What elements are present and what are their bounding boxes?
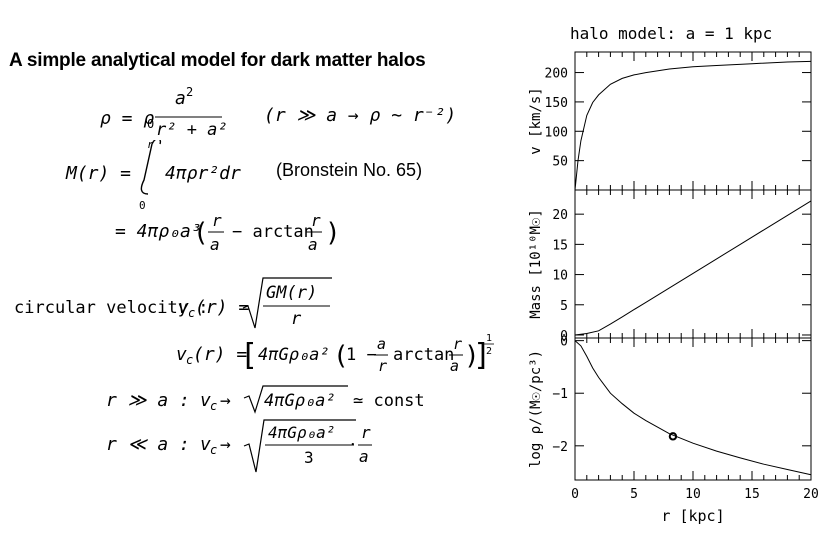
svg-text:r: r [291, 309, 302, 329]
mass-formula: M(r) = r 0 4πρr²dr = 4πρ₀a³ ( r a − arct… [65, 140, 341, 254]
velocity-equations: circular velocity : v c (r) = GM(r) r v … [0, 270, 500, 490]
svg-text:r: r [311, 211, 321, 230]
panel-frame [574, 337, 812, 481]
svg-text:ρ = ρ: ρ = ρ [100, 108, 154, 129]
svg-text:1: 1 [486, 333, 492, 344]
velocity-formulas: circular velocity : v c (r) = GM(r) r v … [14, 277, 494, 473]
x-axis-label: r [kpc] [661, 507, 724, 525]
svg-text:4πGρ₀a²: 4πGρ₀a² [258, 345, 330, 365]
svg-text:r ≪ a :: r ≪ a : [106, 434, 190, 455]
svg-text:c: c [188, 306, 195, 320]
svg-text:]: ] [473, 338, 491, 373]
series-line [574, 340, 812, 476]
series-line [574, 200, 812, 336]
mass-equation: M(r) = r 0 4πρr²dr = 4πρ₀a³ ( r a − arct… [0, 140, 500, 270]
y-tick-label: 10 [552, 269, 568, 284]
svg-text:): ) [464, 341, 480, 371]
svg-text:v: v [200, 390, 211, 411]
y-tick-label: 200 [545, 67, 568, 82]
svg-text:r ≫ a :: r ≫ a : [106, 390, 190, 411]
page-title: A simple analytical model for dark matte… [9, 50, 426, 71]
panel-frame [574, 189, 812, 339]
bronstein-note: (Bronstein No. 65) [276, 160, 423, 180]
svg-text:r: r [453, 335, 462, 353]
svg-text:[: [ [240, 338, 258, 373]
svg-text:0: 0 [147, 117, 154, 131]
svg-text:(: ( [193, 218, 209, 248]
y-tick-label: 100 [545, 125, 568, 140]
y-tick-label: 20 [552, 208, 568, 223]
solar-position-marker [668, 432, 678, 441]
svg-text:a: a [359, 447, 369, 466]
svg-text:4πρr²dr: 4πρr²dr [165, 163, 241, 184]
svg-text:GM(r): GM(r) [266, 283, 317, 303]
svg-text:c: c [186, 353, 193, 367]
density-equation: ρ = ρ 0 a 2 r² + a² (r ≫ a → ρ ∼ r⁻²) [0, 0, 500, 140]
series-line [574, 60, 812, 191]
svg-text:2: 2 [486, 346, 492, 357]
y-tick-label: 0 [560, 329, 568, 344]
svg-text:): ) [325, 218, 341, 248]
x-tick-label: 20 [803, 487, 819, 502]
svg-text:r: r [147, 140, 154, 151]
svg-text:(r) =: (r) = [195, 297, 249, 318]
svg-text:0: 0 [139, 199, 146, 212]
chart-title: halo model: a = 1 kpc [570, 24, 772, 43]
svg-text:v: v [200, 434, 211, 455]
svg-text:r² + a²: r² + a² [156, 120, 228, 140]
x-tick-label: 15 [744, 487, 760, 502]
y-tick-label: 50 [552, 155, 568, 170]
svg-text:c: c [210, 443, 217, 457]
x-tick-label: 10 [685, 487, 701, 502]
x-tick-label: 5 [630, 487, 638, 502]
svg-text:a: a [175, 88, 186, 109]
y-tick-label: 15 [552, 238, 568, 253]
svg-text:r: r [212, 211, 222, 230]
density-formula: ρ = ρ 0 a 2 r² + a² (r ≫ a → ρ ∼ r⁻²) [100, 85, 456, 140]
svg-text:≃ const: ≃ const [353, 391, 425, 411]
svg-text:3: 3 [304, 448, 314, 467]
svg-text:4πGρ₀a²: 4πGρ₀a² [268, 423, 335, 442]
svg-text:a: a [377, 335, 386, 353]
svg-text:4πGρ₀a²: 4πGρ₀a² [264, 391, 336, 411]
y-axis-label: Mass [10¹⁰M☉] [528, 209, 544, 319]
svg-text:= 4πρ₀a³: = 4πρ₀a³ [115, 221, 202, 242]
y-tick-label: 5 [560, 299, 568, 314]
y-tick-label: −1 [552, 387, 568, 402]
y-axis-label: log ρ/(M☉/pc³) [528, 350, 544, 468]
panel-frame [574, 51, 812, 191]
svg-text:r: r [378, 357, 387, 375]
svg-text:·: · [348, 435, 358, 454]
svg-text:(r) =: (r) = [193, 344, 247, 365]
y-tick-label: −2 [552, 440, 568, 455]
x-tick-label: 0 [571, 487, 579, 502]
svg-text:→: → [220, 390, 231, 411]
y-tick-label: 150 [545, 96, 568, 111]
svg-text:r: r [361, 423, 371, 442]
svg-text:M(r) =: M(r) = [65, 163, 131, 184]
svg-text:arctan: arctan [393, 345, 454, 365]
svg-text:a: a [308, 235, 318, 254]
svg-text:c: c [210, 399, 217, 413]
svg-text:(r ≫ a → ρ ∼ r⁻²): (r ≫ a → ρ ∼ r⁻²) [264, 105, 456, 126]
svg-text:a: a [210, 235, 220, 254]
svg-text:2: 2 [186, 85, 193, 99]
svg-text:(: ( [333, 341, 349, 371]
svg-text:v: v [178, 297, 189, 318]
y-tick-label: 0 [560, 335, 568, 350]
circular-velocity-label: circular velocity : [14, 298, 208, 318]
svg-text:a: a [450, 357, 459, 375]
svg-text:→: → [220, 434, 231, 455]
svg-text:− arctan: − arctan [232, 222, 314, 242]
svg-text:1 −: 1 − [346, 345, 377, 365]
svg-text:v: v [176, 344, 187, 365]
y-axis-label: v [km/s] [528, 87, 544, 154]
